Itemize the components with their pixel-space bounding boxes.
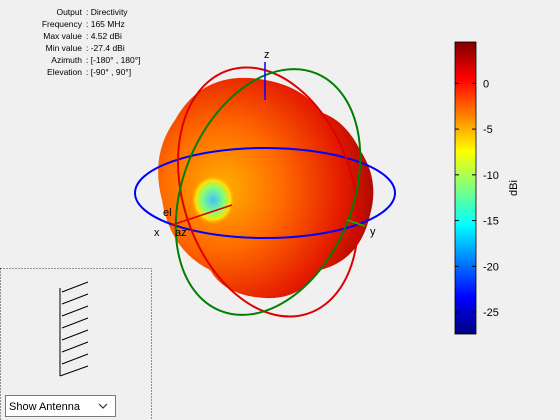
y-axis — [346, 219, 366, 227]
info-value: : Directivity — [86, 7, 128, 17]
tick-label: -15 — [483, 216, 499, 228]
info-label: Output — [56, 7, 82, 17]
info-value: : [-180° , 180°] — [86, 55, 141, 65]
elevation-circle — [177, 66, 359, 318]
antenna-panel — [0, 268, 152, 420]
y-label: y — [370, 226, 376, 238]
el-label: el — [163, 207, 172, 219]
tick-label: -5 — [483, 124, 493, 136]
info-label: Elevation — [47, 67, 82, 77]
radiation-pattern: z x y az el — [134, 49, 396, 318]
info-label: Max value — [43, 31, 82, 41]
colorbar-label: dBi — [508, 180, 520, 196]
colorbar-ticks: -25 -20 -15 -10 -5 0 — [455, 78, 499, 319]
info-value: : 4.52 dBi — [86, 31, 122, 41]
x-label: x — [154, 227, 160, 239]
colorbar — [454, 41, 477, 335]
tick-label: 0 — [483, 78, 489, 90]
dropdown-arrow — [98, 403, 108, 409]
pattern-null — [191, 175, 235, 225]
pattern-surface — [158, 77, 374, 299]
info-label: Min value — [46, 43, 83, 53]
antenna-drawing — [59, 281, 89, 377]
azimuth-circle — [134, 147, 396, 239]
info-value: : -27.4 dBi — [86, 43, 125, 53]
dropdown-text: Show Antenna — [9, 401, 81, 413]
elevation-circle — [174, 68, 362, 316]
antenna-dropdown[interactable]: Show Antenna — [5, 395, 116, 417]
info-label: Azimuth — [51, 55, 82, 65]
z-label: z — [264, 49, 270, 61]
az-label: az — [175, 227, 187, 239]
info-value: : 165 MHz — [86, 19, 125, 29]
info-label: Frequency — [42, 19, 83, 29]
tick-label: -10 — [483, 170, 499, 182]
tick-label: -20 — [483, 261, 499, 273]
tick-label: -25 — [483, 307, 499, 319]
info-value: : [-90° , 90°] — [86, 67, 131, 77]
x-axis — [171, 204, 233, 226]
